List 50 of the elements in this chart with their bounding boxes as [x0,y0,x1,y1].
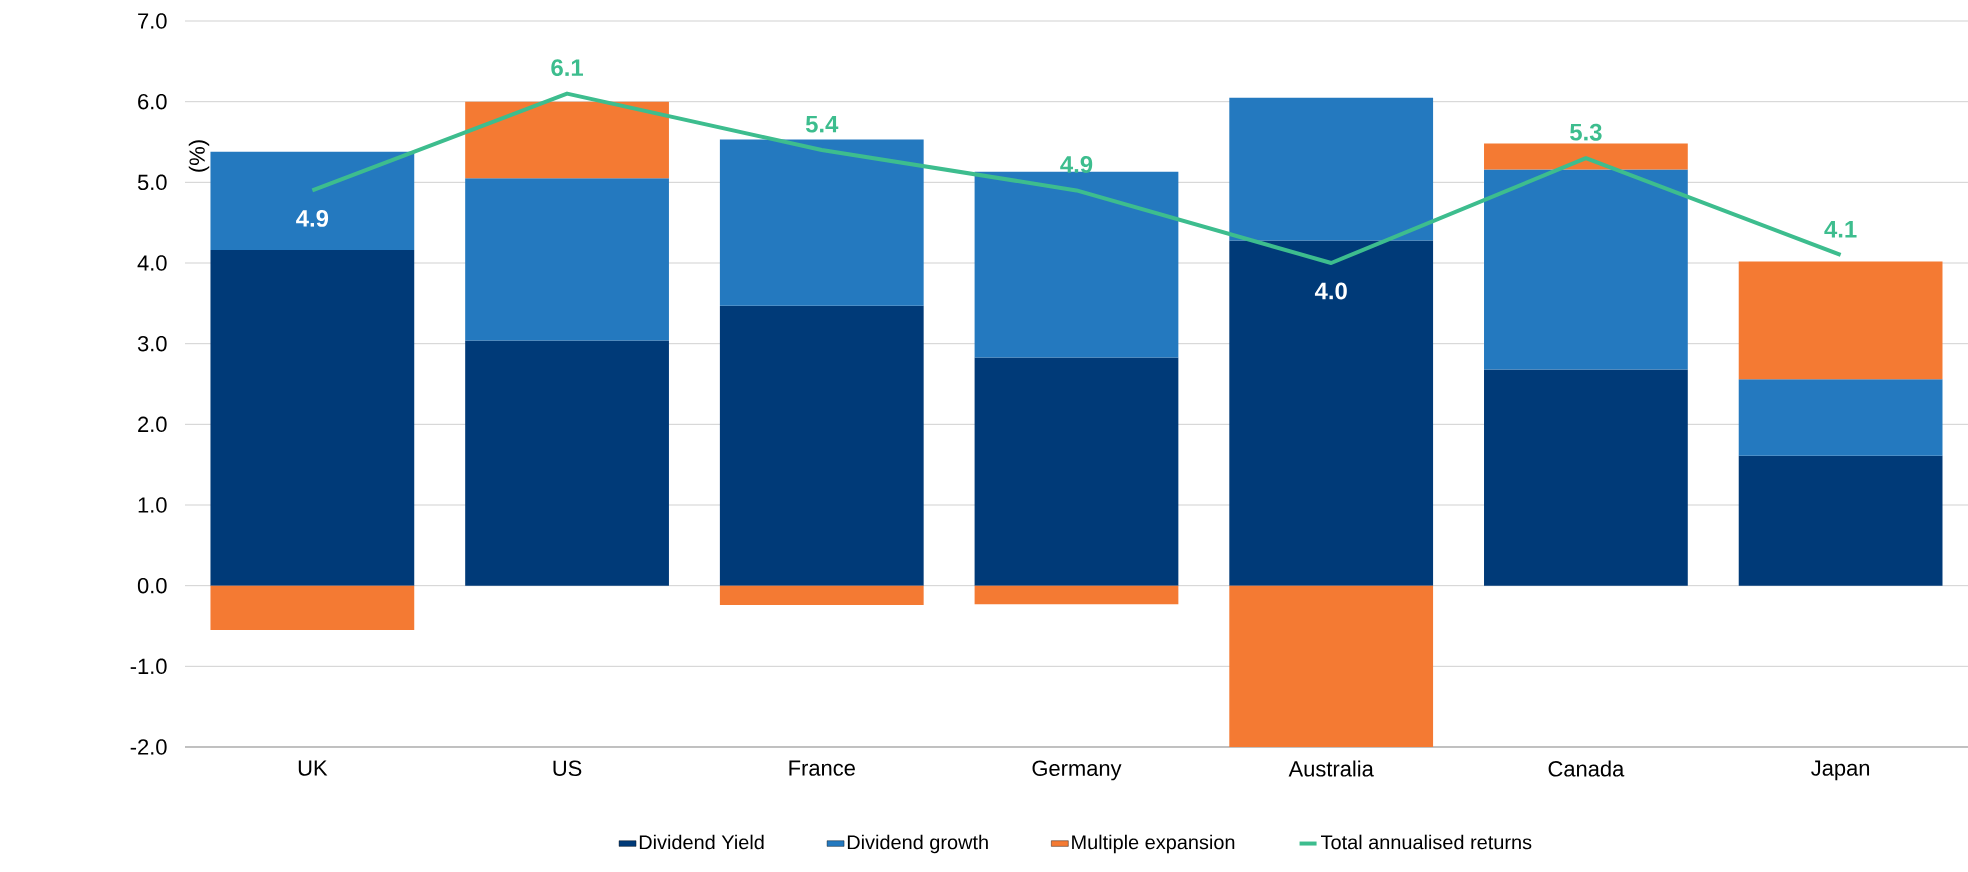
x-tick-label: France [789,760,855,776]
bar [1484,169,1688,370]
x-tick-label: US [553,760,582,777]
bar [465,101,669,179]
bar [465,178,669,341]
bar [1484,369,1688,586]
x-tick-label: Germany [1032,760,1122,781]
y-tick-label: 5.0 [137,174,167,191]
bar [465,340,669,586]
data-label: 6.1 [551,59,584,77]
y-tick-label: 4.0 [137,255,167,271]
bar [974,171,1179,358]
bar [1484,143,1688,170]
x-tick-label: UK [298,760,328,776]
legend-label: Multiple expansion [1072,834,1235,854]
bar [1229,585,1434,747]
y-tick-label: 6.0 [138,93,167,110]
bar [1738,455,1943,586]
legend-label: Dividend Yield [639,834,764,850]
legend-label: Dividend growth [847,834,988,854]
bar [1738,379,1943,456]
bar [1738,261,1943,380]
bar [719,585,924,606]
y-tick-label: 3.0 [137,335,167,352]
y-tick-label: -2.0 [130,739,167,755]
bar [719,305,924,586]
y-tick-label: 0.0 [137,577,167,594]
x-tick-label: Canada [1548,760,1625,777]
y-tick-label: 1.0 [138,497,167,513]
y-tick-label: 2.0 [138,416,167,433]
bar [974,585,1179,605]
bar [210,585,415,631]
data-label: 5.4 [805,115,839,133]
legend-label: Total annualised returns [1321,834,1532,850]
data-label: 4.9 [296,209,329,227]
x-tick-label: Japan [1811,760,1870,781]
data-label: 4.1 [1824,220,1857,238]
bar [1229,97,1434,241]
data-label: 4.9 [1060,155,1093,173]
y-tick-label: -1.0 [130,658,167,675]
bar [210,250,415,586]
y-tick-label: 7.0 [138,13,167,29]
bar [1229,240,1434,586]
data-label: 4.0 [1314,282,1347,300]
bar [210,151,415,251]
bar [719,139,924,306]
bar [974,357,1179,586]
x-tick-label: Australia [1288,760,1374,777]
data-label: 5.3 [1570,123,1602,141]
y-axis-title: (%) [188,140,210,172]
